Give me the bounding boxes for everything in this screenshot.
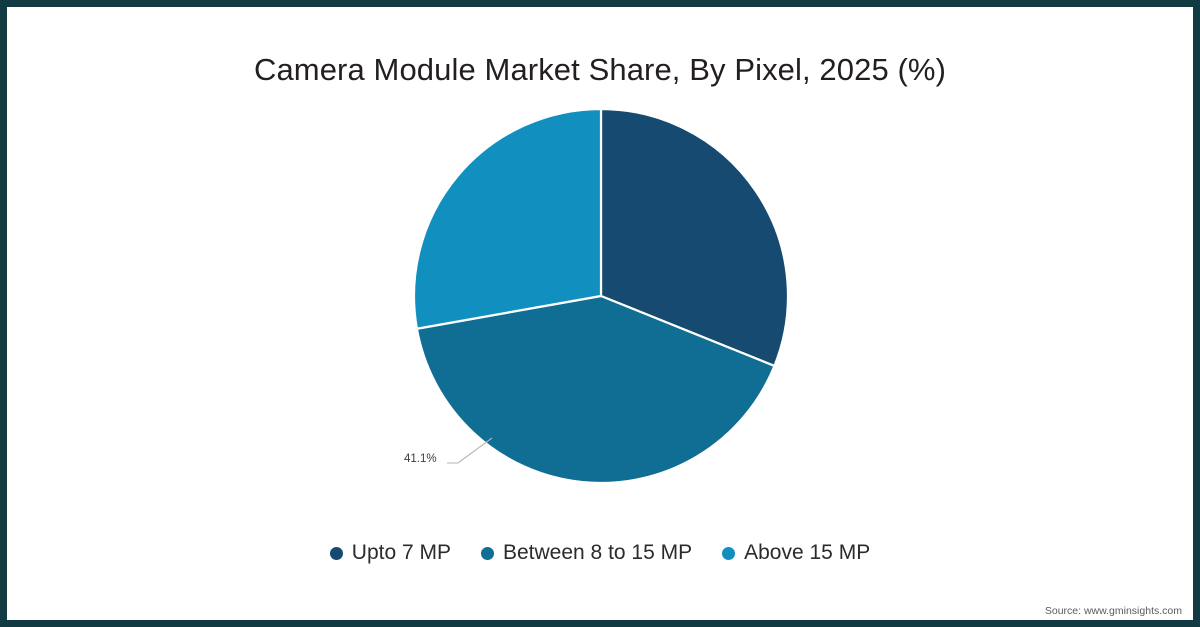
- chart-title: Camera Module Market Share, By Pixel, 20…: [253, 52, 947, 87]
- legend-label-above-15-mp: Above 15 MP: [744, 541, 871, 564]
- legend-item-between-8-to-15-mp[interactable]: Between 8 to 15 MP: [481, 540, 692, 566]
- chart-legend: Upto 7 MP Between 8 to 15 MP Above 15 MP: [0, 540, 1200, 566]
- legend-item-upto-7-mp[interactable]: Upto 7 MP: [329, 540, 451, 566]
- legend-swatch-icon-between-8-to-15-mp: [481, 546, 494, 560]
- pie-slice-above-15-mp[interactable]: [412, 107, 603, 330]
- pie-slice-group: [412, 107, 790, 485]
- legend-swatch-icon-upto-7-mp: [329, 546, 343, 560]
- legend-item-above-15-mp[interactable]: Above 15 MP: [722, 540, 870, 566]
- legend-label-upto-7-mp: Upto 7 MP: [351, 541, 451, 564]
- source-attribution: Source: www.gminsights.com: [1044, 605, 1182, 617]
- pie-slice-upto-7-mp[interactable]: [599, 107, 790, 368]
- data-label-between-8-to-15-mp: 41.1%: [404, 453, 437, 465]
- pie-slice-between-8-to-15-mp[interactable]: [415, 294, 776, 485]
- leader-line-group: [447, 437, 493, 464]
- legend-swatch-icon-above-15-mp: [722, 546, 736, 560]
- legend-label-between-8-to-15-mp: Between 8 to 15 MP: [503, 541, 693, 564]
- leader-line-teal-slice: [447, 437, 493, 464]
